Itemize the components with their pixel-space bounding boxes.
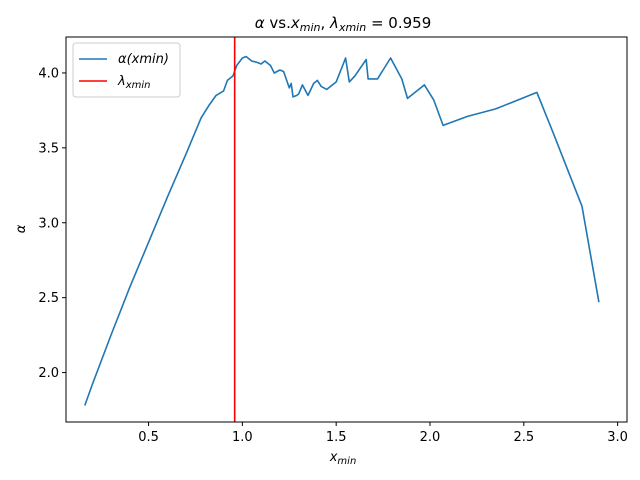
- legend: α(xmin) λxmin: [72, 42, 181, 98]
- chart-title: α vs.xmin, λxmin = 0.959: [255, 14, 432, 34]
- legend-lambda-subscript: xmin: [125, 80, 151, 91]
- x-axis-label-subscript: min: [337, 456, 356, 467]
- title-x: x: [290, 14, 300, 32]
- y-axis-label: α: [14, 224, 29, 233]
- x-tick-label: 1.0: [232, 430, 253, 445]
- legend-label-alpha: α(xmin): [118, 52, 169, 67]
- title-xmin-subscript: xmin: [338, 21, 366, 34]
- axes-frame: [65, 36, 628, 423]
- legend-label-lambda: λxmin: [117, 74, 150, 91]
- y-tick-label: 3.0: [38, 216, 59, 231]
- title-lambda: λ: [329, 14, 339, 32]
- y-tick-label: 2.5: [38, 291, 59, 306]
- x-axis-ticks: 0.5 1.0 1.5 2.0 2.5 3.0: [138, 422, 628, 445]
- title-vs: vs.: [265, 14, 291, 32]
- title-min-subscript: min: [300, 21, 321, 34]
- x-axis-label: xmin: [329, 450, 357, 467]
- series-line-0: [84, 55, 600, 406]
- x-axis-label-x: x: [329, 450, 338, 465]
- y-tick-label: 2.0: [38, 366, 59, 381]
- x-tick-label: 0.5: [138, 430, 159, 445]
- title-comma: ,: [321, 14, 331, 32]
- x-tick-label: 2.0: [420, 430, 441, 445]
- x-tick-label: 3.0: [607, 430, 628, 445]
- title-alpha: α: [255, 14, 265, 32]
- x-tick-label: 1.5: [326, 430, 347, 445]
- plot-area: [84, 37, 600, 422]
- y-tick-label: 3.5: [38, 141, 59, 156]
- legend-lambda-main: λ: [117, 74, 126, 89]
- x-tick-label: 2.5: [513, 430, 534, 445]
- y-axis-ticks: 2.0 2.5 3.0 3.5 4.0: [38, 66, 66, 381]
- title-value: = 0.959: [366, 14, 431, 32]
- legend-box: [72, 42, 181, 98]
- y-tick-label: 4.0: [38, 66, 59, 81]
